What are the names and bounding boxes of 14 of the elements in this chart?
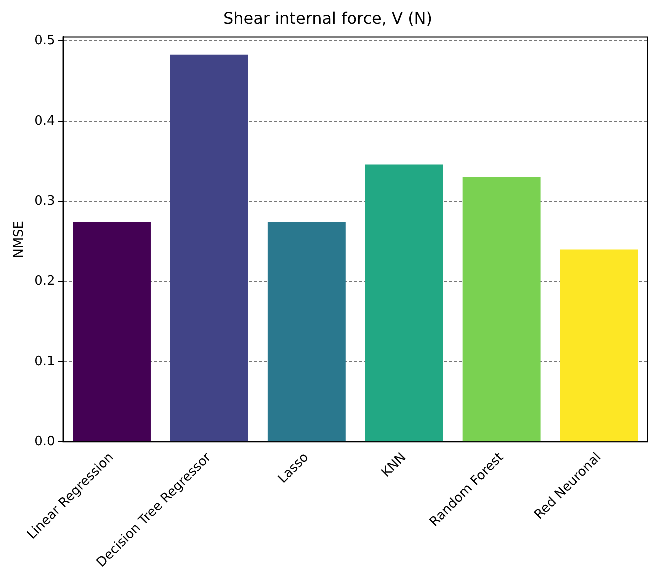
y-tick-label: 0.0	[34, 434, 56, 450]
y-tick-label: 0.3	[34, 194, 56, 209]
bar	[268, 222, 346, 442]
y-tick-label: 0.1	[34, 354, 56, 370]
chart-title: Shear internal force, V (N)	[223, 8, 433, 28]
bar	[462, 178, 541, 442]
bar	[365, 164, 444, 442]
y-axis-title: NMSE	[12, 220, 28, 258]
bar	[73, 222, 151, 442]
y-tick-label: 0.4	[34, 114, 56, 129]
y-tick-label: 0.2	[34, 274, 56, 290]
bar	[560, 250, 638, 442]
bar	[170, 54, 248, 442]
y-tick-label: 0.5	[34, 34, 56, 49]
